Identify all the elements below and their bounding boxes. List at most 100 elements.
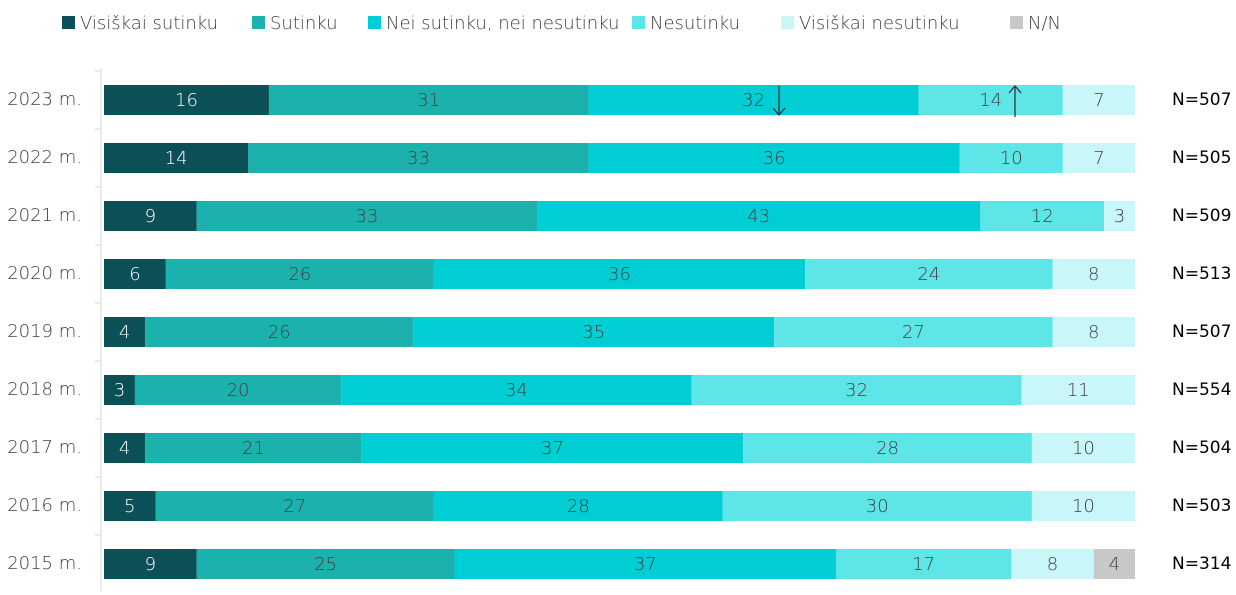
data-label: 3 <box>1114 206 1125 227</box>
data-label: 11 <box>1067 380 1090 401</box>
data-label: 8 <box>1047 554 1058 575</box>
data-label: 8 <box>1088 264 1099 285</box>
legend-swatch <box>252 16 265 29</box>
legend-label: Visiškai sutinku <box>80 13 218 34</box>
data-label: 5 <box>124 496 135 517</box>
data-label: 28 <box>567 496 590 517</box>
bar-segment <box>980 201 1105 231</box>
sample-size: N=503 <box>1172 496 1231 516</box>
data-label: 3 <box>114 380 125 401</box>
legend-label: Nei sutinku, nei nesutinku <box>386 13 619 34</box>
data-label: 26 <box>268 322 291 343</box>
bar-segment <box>104 433 146 463</box>
bar-segment <box>1062 143 1135 173</box>
data-label: 7 <box>1093 148 1104 169</box>
bar-segment <box>104 491 156 521</box>
data-label: 17 <box>912 554 935 575</box>
sample-size: N=507 <box>1172 90 1231 110</box>
legend-label: Visiškai nesutinku <box>799 13 960 34</box>
data-label: 37 <box>634 554 657 575</box>
bar-segment <box>1052 259 1135 289</box>
bar-segment <box>1052 317 1135 347</box>
bar-segment <box>196 201 538 231</box>
bar-segment <box>104 143 249 173</box>
data-label: 37 <box>541 438 564 459</box>
data-label: 33 <box>407 148 430 169</box>
legend-swatch <box>1010 16 1023 29</box>
bar-segment <box>1011 549 1094 579</box>
data-label: 10 <box>1072 438 1095 459</box>
data-label: 10 <box>1072 496 1095 517</box>
data-label: 8 <box>1088 322 1099 343</box>
bar-segment <box>361 433 744 463</box>
data-label: 33 <box>355 206 378 227</box>
bar-segment <box>145 317 414 347</box>
data-label: 35 <box>582 322 605 343</box>
bar-segment <box>691 375 1022 405</box>
bar-segment <box>413 317 775 347</box>
data-label: 14 <box>165 148 188 169</box>
bar-segment <box>1093 549 1135 579</box>
data-label: 28 <box>876 438 899 459</box>
bar-segment <box>104 375 135 405</box>
bar-segment <box>104 259 166 289</box>
data-label: 4 <box>119 438 130 459</box>
data-label: 30 <box>866 496 889 517</box>
data-label: 32 <box>742 90 765 111</box>
y-tick-label: 2022 m. <box>7 147 82 168</box>
bar-segment <box>1031 491 1135 521</box>
bar-segment <box>104 85 269 115</box>
sample-size: N=314 <box>1172 554 1231 574</box>
data-label: 21 <box>242 438 265 459</box>
y-tick-label: 2018 m. <box>7 379 82 400</box>
y-tick-label: 2019 m. <box>7 321 82 342</box>
bar-segment <box>134 375 342 405</box>
down-arrow <box>772 86 786 116</box>
legend-swatch <box>368 16 381 29</box>
bar-segment <box>836 549 1012 579</box>
bar-segment <box>1031 433 1135 463</box>
legend-swatch <box>632 16 645 29</box>
bar-segment <box>104 317 146 347</box>
y-tick-label: 2023 m. <box>7 89 82 110</box>
bar-segment <box>104 549 197 579</box>
data-label: 43 <box>747 206 770 227</box>
sample-size: N=504 <box>1172 438 1231 458</box>
bar-segment <box>145 433 362 463</box>
bar-segment <box>1104 201 1135 231</box>
bar-segment <box>433 491 723 521</box>
data-label: 24 <box>917 264 940 285</box>
data-label: 12 <box>1031 206 1054 227</box>
bar-segment <box>268 85 589 115</box>
legend-swatch <box>781 16 794 29</box>
data-label: 25 <box>314 554 337 575</box>
data-label: 6 <box>129 264 140 285</box>
sample-size: N=554 <box>1172 380 1231 400</box>
data-label: 32 <box>845 380 868 401</box>
bar-segment <box>537 201 981 231</box>
data-label: 9 <box>145 206 156 227</box>
bar-segment <box>774 317 1053 347</box>
bar-segment <box>959 143 1063 173</box>
y-tick-label: 2020 m. <box>7 263 82 284</box>
significance-arrows <box>772 85 1022 117</box>
data-label: 34 <box>505 380 528 401</box>
bar-segment <box>248 143 589 173</box>
y-tick-label: 2015 m. <box>7 553 82 574</box>
data-label: 20 <box>227 380 250 401</box>
y-tick-label: 2016 m. <box>7 495 82 516</box>
data-label: 16 <box>175 90 198 111</box>
data-label: 10 <box>1000 148 1023 169</box>
legend-label: Sutinku <box>270 13 338 34</box>
data-label: 31 <box>417 90 440 111</box>
bar-segment <box>1021 375 1135 405</box>
data-label: 14 <box>979 90 1002 111</box>
bar-segment <box>743 433 1032 463</box>
data-label: 27 <box>902 322 925 343</box>
bar-segment <box>805 259 1053 289</box>
y-tick-label: 2021 m. <box>7 205 82 226</box>
sample-size: N=513 <box>1172 264 1231 284</box>
bar-segment <box>454 549 837 579</box>
sample-size: N=507 <box>1172 322 1231 342</box>
